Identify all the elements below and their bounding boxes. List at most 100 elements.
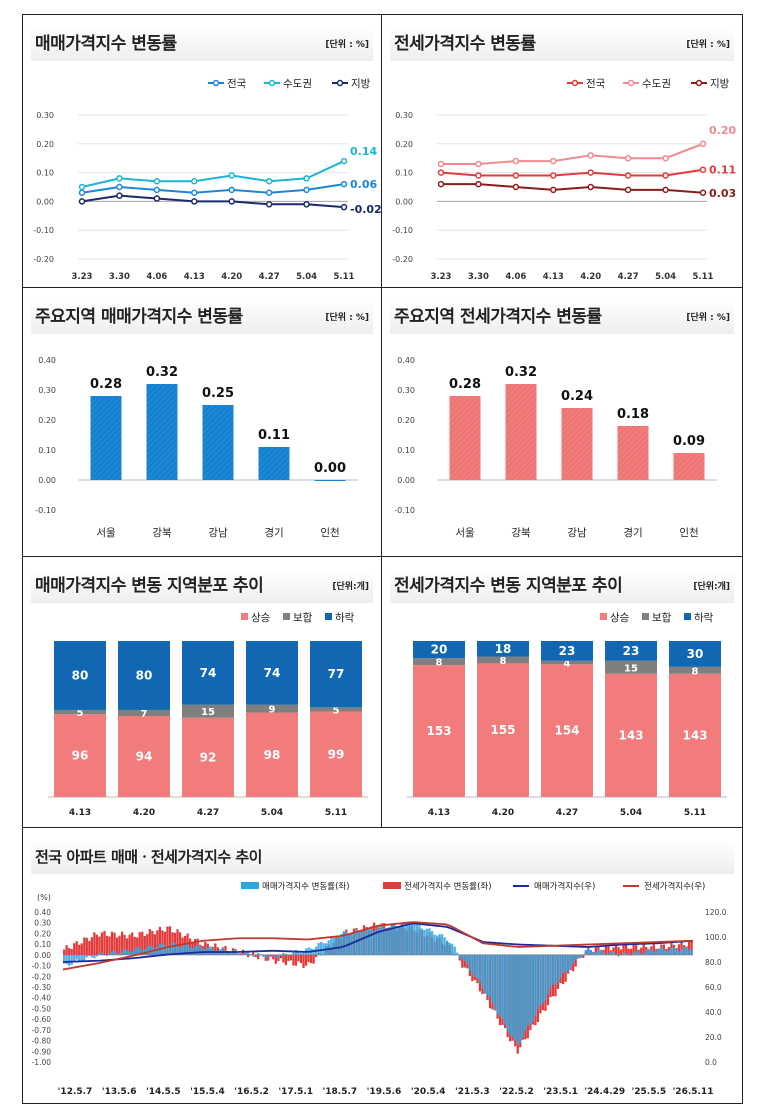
rate-bar (516, 954, 519, 1046)
rate-bar (582, 954, 585, 956)
x-tick-label: '26.5.11 (673, 1087, 714, 1097)
rate-bar (567, 954, 570, 972)
data-label: 7 (141, 709, 148, 720)
rate-bar (274, 954, 277, 964)
end-label: 0.03 (709, 187, 736, 200)
y-right-tick-label: 120.0 (705, 908, 727, 917)
bar-segment (669, 666, 721, 674)
rate-bar (161, 930, 164, 955)
data-label: 15 (201, 707, 215, 718)
data-point (699, 166, 707, 173)
x-tick-label: 강북 (152, 527, 172, 539)
rate-bar (599, 949, 603, 955)
legend-swatch (383, 882, 401, 889)
rate-bar (239, 954, 242, 956)
rate-bar (90, 954, 93, 958)
rate-bar (80, 943, 83, 955)
rate-bar (292, 951, 295, 955)
rate-bar (609, 951, 613, 955)
rate-bar (534, 954, 537, 1017)
bar-segment (118, 709, 170, 716)
rate-bar (418, 924, 421, 955)
rate-bar (405, 922, 408, 955)
rate-bar (667, 950, 671, 955)
rate-bar (650, 949, 653, 955)
y-right-tick-label: 0.0 (705, 1058, 717, 1067)
rate-bar (214, 943, 217, 955)
legend-label: 상승 (610, 612, 630, 624)
y-tick-label: -0.20 (33, 255, 54, 264)
data-point (512, 172, 520, 179)
rate-bar (239, 953, 242, 955)
legend-label: 지방 (351, 78, 371, 90)
rate-bar (597, 949, 600, 955)
x-tick-label: 강남 (208, 527, 228, 539)
rate-bar (199, 946, 202, 955)
rate-bar (126, 938, 129, 955)
y-left-tick-label: 0.30 (34, 919, 51, 928)
bar-segment (182, 641, 234, 705)
rate-bar (163, 931, 167, 955)
rate-bar (468, 954, 471, 971)
rate-bar (153, 934, 156, 955)
x-tick-label: 4.13 (428, 808, 450, 818)
y-left-tick-label: -0.90 (32, 1047, 52, 1056)
rate-bar (279, 954, 282, 956)
sale-region-chart: 0.40 0.30 0.20 0.10 0.00 -0.10 0.28 서울 0.32 강북 0.2… (35, 356, 358, 539)
data-point (228, 172, 235, 179)
data-point (587, 183, 594, 191)
rate-bar (292, 954, 295, 966)
data-point (437, 160, 445, 168)
rate-bar (299, 954, 303, 964)
rate-bar (216, 947, 219, 955)
rate-bar (173, 943, 177, 955)
rate-bar (236, 953, 240, 955)
rate-bar (342, 931, 345, 955)
y-left-tick-label: -0.30 (32, 983, 52, 992)
data-point (116, 183, 123, 191)
rate-bar (670, 947, 673, 955)
bar-segment (477, 641, 529, 657)
rate-bar (309, 954, 313, 964)
rate-bar (466, 954, 469, 965)
data-label: 9 (269, 705, 276, 716)
x-tick-label: 5.11 (693, 272, 714, 282)
data-point (437, 169, 445, 176)
bar (561, 408, 593, 480)
x-tick-label: 5.11 (684, 808, 706, 818)
rate-bar (141, 931, 144, 955)
rate-bar (360, 932, 363, 955)
bar-segment (310, 707, 362, 712)
rate-bar (614, 943, 618, 955)
y-right-tick-label: 40.0 (705, 1008, 722, 1017)
data-point (587, 169, 594, 176)
legend-label: 수도권 (283, 78, 312, 90)
panel-title: 주요지역 매매가격지수 변동률 (31, 300, 373, 334)
unit-label: [단위 : %] (686, 313, 730, 323)
data-label: 0.24 (561, 389, 593, 404)
data-label: 98 (264, 748, 281, 762)
rate-bar (572, 954, 575, 964)
legend-label: 전국 (227, 78, 247, 90)
y-left-tick-label: 0.00 (34, 951, 51, 960)
rate-bar (133, 948, 136, 955)
rate-bar (637, 951, 640, 955)
rate-bar (267, 954, 270, 961)
rate-bar (577, 954, 580, 959)
rate-bar (420, 928, 424, 955)
bar-segment (477, 656, 529, 664)
legend-label: 매매가격지수 변동률(좌) (262, 881, 350, 892)
rate-bar (383, 927, 386, 955)
x-tick-label: '14.5.5 (146, 1087, 181, 1097)
legend-label: 매매가격지수(우) (534, 881, 595, 892)
rate-bar (410, 924, 414, 955)
rate-bar (178, 947, 182, 955)
rate-bar (93, 932, 96, 955)
data-point (475, 180, 482, 188)
data-label: 155 (490, 723, 515, 737)
data-point (265, 177, 273, 185)
data-label: 80 (136, 668, 153, 682)
bar (505, 384, 537, 480)
rate-bar (340, 934, 343, 955)
rate-bar (362, 931, 366, 955)
